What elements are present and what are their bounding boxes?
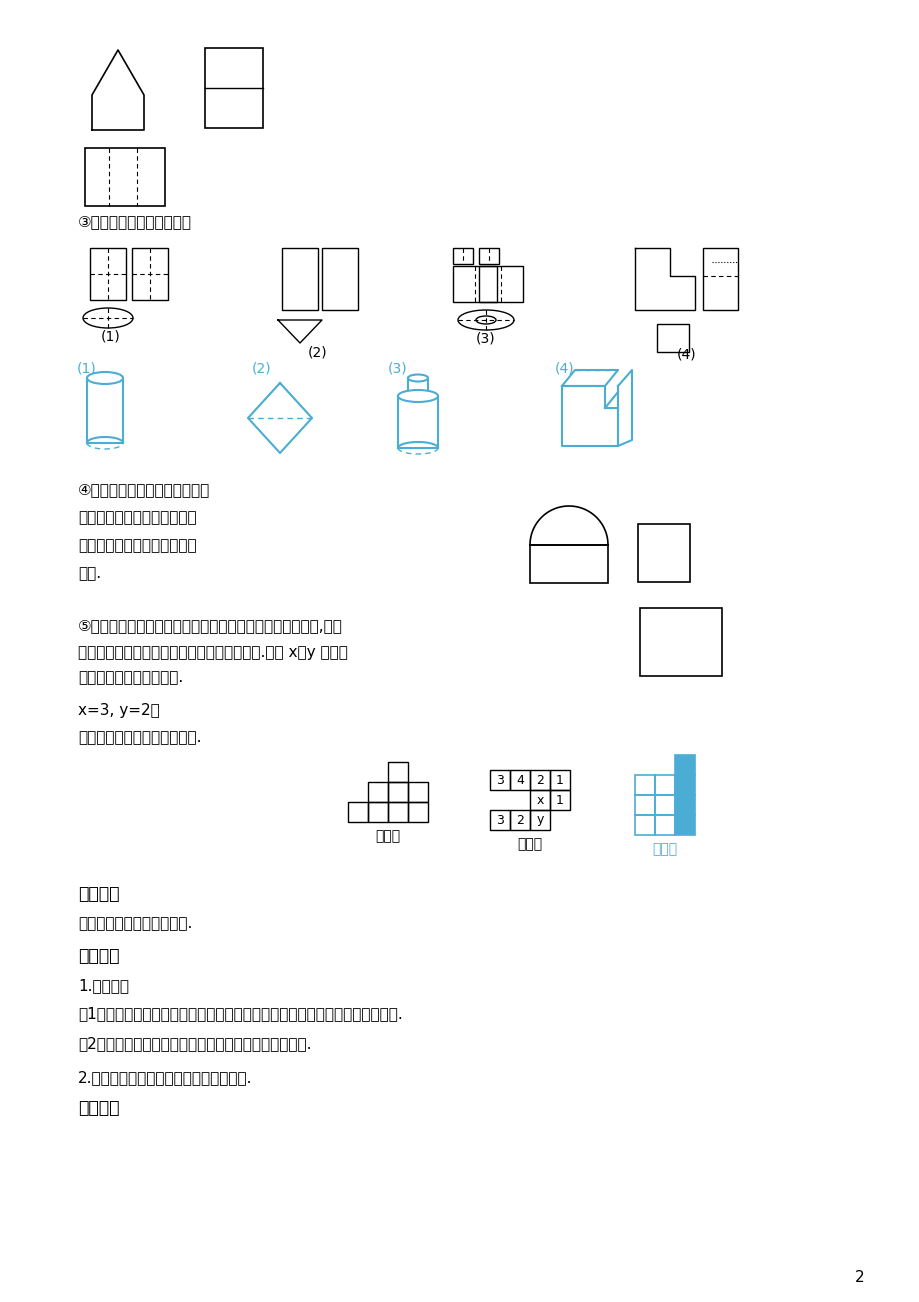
Bar	[407, 378, 427, 396]
Bar	[398, 396, 437, 448]
Text: 二、自学: 二、自学	[78, 885, 119, 904]
Bar	[702, 247, 737, 310]
Text: 1: 1	[555, 773, 563, 786]
Bar	[654, 815, 675, 835]
Bar	[388, 762, 407, 783]
Text: 何体.: 何体.	[78, 566, 101, 582]
Text: 四、强化: 四、强化	[78, 1099, 119, 1117]
Text: x=3, y=2；: x=3, y=2；	[78, 703, 160, 717]
Bar	[675, 815, 694, 835]
Text: (1): (1)	[101, 329, 120, 342]
Bar	[452, 266, 496, 302]
Bar	[640, 608, 721, 676]
Text: 2: 2	[516, 814, 523, 827]
Bar	[634, 796, 654, 815]
Text: 方形中的数字表示该位置上的小立方体的个数.确定 x、y 的值；: 方形中的数字表示该位置上的小立方体的个数.确定 x、y 的值；	[78, 644, 347, 660]
Bar	[85, 148, 165, 206]
Text: 1: 1	[555, 793, 563, 806]
Bar	[388, 783, 407, 802]
Bar	[654, 796, 675, 815]
Bar	[490, 810, 509, 829]
Text: (3): (3)	[476, 331, 495, 345]
Ellipse shape	[407, 375, 427, 381]
Text: ③由三视图想象实物形状：: ③由三视图想象实物形状：	[78, 215, 192, 229]
Text: 俯视图: 俯视图	[516, 837, 542, 852]
Bar	[637, 523, 689, 582]
Text: (1): (1)	[77, 361, 96, 375]
Text: 3: 3	[495, 814, 504, 827]
Text: (4): (4)	[554, 361, 574, 375]
Bar	[131, 247, 168, 299]
Text: 2: 2	[855, 1271, 864, 1285]
Text: (3): (3)	[388, 361, 407, 375]
Ellipse shape	[398, 391, 437, 402]
Bar	[509, 810, 529, 829]
Bar	[656, 324, 688, 352]
Text: 学生结合自学指导进行自学.: 学生结合自学指导进行自学.	[78, 917, 192, 931]
Ellipse shape	[87, 372, 123, 384]
Bar	[529, 810, 550, 829]
Bar	[87, 378, 123, 443]
Text: 这个几何体的左视图如图所示.: 这个几何体的左视图如图所示.	[78, 730, 201, 746]
Text: (2): (2)	[252, 361, 271, 375]
Text: 主视图: 主视图	[375, 829, 400, 842]
Bar	[452, 247, 472, 264]
Bar	[90, 247, 126, 299]
Bar	[347, 802, 368, 822]
Text: 4: 4	[516, 773, 523, 786]
Text: x: x	[536, 793, 543, 806]
Bar	[388, 802, 407, 822]
Bar	[529, 790, 550, 810]
Bar	[509, 769, 529, 790]
Text: 2.生助生：小组内相互交流、研讨、订正.: 2.生助生：小组内相互交流、研讨、订正.	[78, 1070, 252, 1086]
Text: 长方体（下部）组合而成的几: 长方体（下部）组合而成的几	[78, 539, 197, 553]
Bar	[479, 266, 522, 302]
Bar	[407, 783, 427, 802]
Text: ⑤下图是由几个小立方体所搭成的几何体的主视图和俯视图,小正: ⑤下图是由几个小立方体所搭成的几何体的主视图和俯视图,小正	[78, 618, 343, 634]
Bar	[322, 247, 357, 310]
Bar	[407, 802, 427, 822]
Bar	[479, 247, 498, 264]
Text: ④根据三视图描述物体的形状：: ④根据三视图描述物体的形状：	[78, 483, 210, 497]
Text: （1）明了学情：明了学生能否根据三视图发挥自己的想象得到相应的实物原型.: （1）明了学情：明了学生能否根据三视图发挥自己的想象得到相应的实物原型.	[78, 1006, 403, 1022]
Bar	[675, 796, 694, 815]
Bar	[675, 755, 694, 775]
Bar	[634, 775, 654, 796]
Bar	[368, 802, 388, 822]
Text: y: y	[536, 814, 543, 827]
Bar	[675, 775, 694, 796]
Text: 完成这个几何体的左视图.: 完成这个几何体的左视图.	[78, 671, 183, 685]
Text: 3: 3	[495, 773, 504, 786]
Bar	[529, 769, 550, 790]
Bar	[550, 790, 570, 810]
Text: (4): (4)	[676, 348, 696, 361]
Text: （2）差异指导：根据学情对学困生进行个别或分类指导.: （2）差异指导：根据学情对学困生进行个别或分类指导.	[78, 1036, 312, 1052]
Bar	[490, 769, 509, 790]
Text: 左视图: 左视图	[652, 842, 676, 855]
Text: (2): (2)	[308, 345, 327, 359]
Bar	[529, 546, 607, 583]
Bar	[654, 775, 675, 796]
Bar	[368, 783, 388, 802]
Bar	[634, 815, 654, 835]
Bar	[550, 769, 570, 790]
Text: 1.师助生：: 1.师助生：	[78, 979, 129, 993]
Bar	[282, 247, 318, 310]
Bar	[205, 48, 263, 128]
Text: 三、助学: 三、助学	[78, 947, 119, 965]
Text: 这是一个由半圆柱（上部）和: 这是一个由半圆柱（上部）和	[78, 510, 197, 526]
Text: 2: 2	[536, 773, 543, 786]
